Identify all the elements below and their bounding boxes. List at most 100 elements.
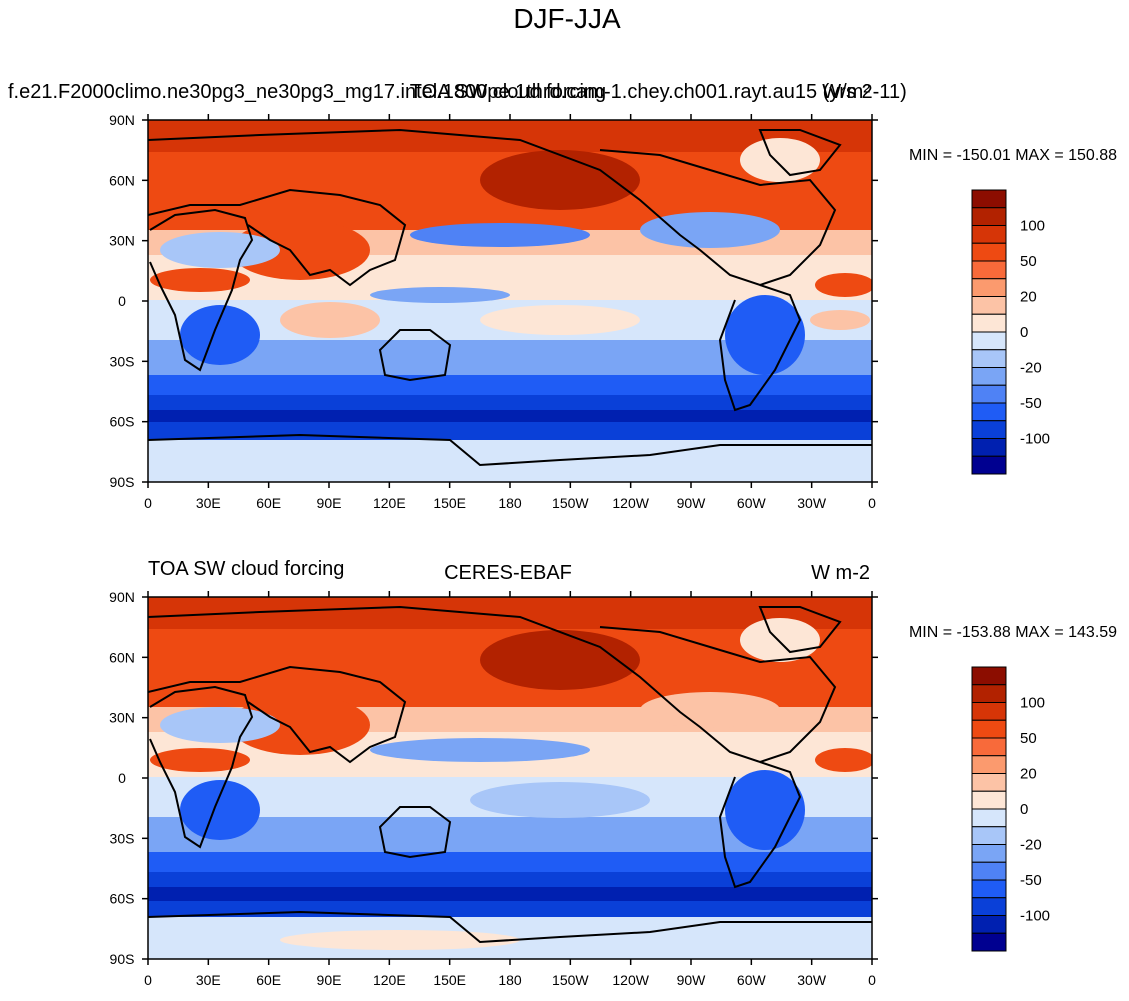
x-tick-label: 150W: [552, 972, 589, 988]
x-tick-label: 0: [144, 495, 152, 511]
x-tick-label: 60E: [256, 972, 281, 988]
y-tick-label: 30N: [109, 710, 135, 726]
colorbar-label: -100: [1020, 908, 1050, 925]
x-tick-label: 120E: [373, 495, 406, 511]
colorbar-swatch: [971, 826, 1007, 845]
colorbar-swatch: [971, 331, 1007, 351]
colorbar-swatch: [971, 737, 1007, 757]
colorbar-swatch: [971, 296, 1007, 315]
x-tick-label: 90W: [677, 495, 707, 511]
y-tick-label: 90N: [109, 112, 135, 128]
colorbar-label: 0: [1020, 801, 1028, 818]
map-field: [148, 597, 872, 959]
x-tick-label: 120W: [612, 495, 649, 511]
colorbar-label: 100: [1020, 218, 1045, 235]
x-tick-label: 150E: [433, 972, 466, 988]
colorbar-label: 20: [1020, 289, 1037, 306]
colorbar-label: 20: [1020, 766, 1037, 783]
x-tick-label: 30E: [196, 495, 221, 511]
colorbar-swatch: [971, 702, 1007, 721]
colorbar: 100 50 20 0 -20 -50 -100: [971, 189, 1050, 475]
colorbar-swatch: [971, 438, 1007, 457]
colorbar-swatch: [971, 420, 1007, 439]
y-tick-label: 30N: [109, 233, 135, 249]
x-tick-label: 30E: [196, 972, 221, 988]
x-tick-label: 90W: [677, 972, 707, 988]
colorbar-label: -50: [1020, 395, 1042, 412]
x-tick-label: 180: [498, 495, 522, 511]
colorbar-swatch: [971, 861, 1007, 881]
colorbar-swatch: [971, 790, 1007, 810]
colorbar-swatch: [971, 225, 1007, 244]
axis-ticks: 0 30E 60E 90E 120E 150E 180 150W 120W 90W 60W 30W 09…: [109, 112, 878, 511]
colorbar-label: -100: [1020, 431, 1050, 448]
figure-title: DJF-JJA: [513, 3, 621, 34]
colorbar-swatch: [971, 189, 1007, 209]
colorbar-swatch: [971, 278, 1007, 297]
x-tick-label: 60W: [737, 972, 767, 988]
colorbar-swatch: [971, 242, 1007, 262]
minmax-label: MIN = -150.01 MAX = 150.88: [909, 147, 1117, 164]
y-tick-label: 0: [118, 293, 126, 309]
y-tick-label: 30S: [110, 353, 135, 369]
x-tick-label: 30W: [797, 972, 827, 988]
colorbar-swatch: [971, 402, 1007, 422]
y-tick-label: 60N: [109, 649, 135, 665]
colorbar-swatch: [971, 719, 1007, 739]
colorbar-label: -20: [1020, 837, 1042, 854]
colorbar-label: 0: [1020, 324, 1028, 341]
colorbar-swatch: [971, 384, 1007, 404]
colorbar-swatch: [971, 897, 1007, 916]
panel-center-title: CERES-EBAF: [444, 562, 572, 584]
y-tick-label: 60S: [110, 414, 135, 430]
colorbar-label: 50: [1020, 730, 1037, 747]
colorbar-swatch: [971, 915, 1007, 934]
colorbar-swatch: [971, 349, 1007, 368]
coastlines: [148, 128, 872, 467]
x-tick-label: 120E: [373, 972, 406, 988]
colorbar-label: 50: [1020, 253, 1037, 270]
colorbar-swatch: [971, 313, 1007, 333]
colorbar-swatch: [971, 773, 1007, 792]
x-tick-label: 0: [868, 495, 876, 511]
colorbar-label: 100: [1020, 695, 1045, 712]
y-tick-label: 0: [118, 770, 126, 786]
coastlines: [148, 605, 872, 944]
y-tick-label: 60S: [110, 891, 135, 907]
colorbar-swatch: [971, 755, 1007, 774]
colorbar-swatch: [971, 879, 1007, 899]
x-tick-label: 90E: [317, 972, 342, 988]
x-tick-label: 30W: [797, 495, 827, 511]
colorbar-swatch: [971, 808, 1007, 828]
x-tick-label: 180: [498, 972, 522, 988]
x-tick-label: 0: [868, 972, 876, 988]
colorbar-label: -20: [1020, 360, 1042, 377]
y-tick-label: 30S: [110, 830, 135, 846]
panel-right-title: W m-2: [811, 562, 870, 584]
colorbar-label: -50: [1020, 872, 1042, 889]
colorbar-swatch: [971, 932, 1007, 952]
y-tick-label: 90S: [110, 474, 135, 490]
colorbar-swatch: [971, 207, 1007, 226]
y-tick-label: 90S: [110, 951, 135, 967]
colorbar-swatch: [971, 666, 1007, 686]
x-tick-label: 150W: [552, 495, 589, 511]
panel-model: f.e21.F2000climo.ne30pg3_ne30pg3_mg17.in…: [8, 81, 1117, 511]
colorbar-swatch: [971, 844, 1007, 863]
x-tick-label: 120W: [612, 972, 649, 988]
x-tick-label: 60W: [737, 495, 767, 511]
panel-right-title: W/m²: [822, 81, 870, 103]
panel-left-title: TOA SW cloud forcing: [148, 558, 344, 580]
colorbar-swatch: [971, 367, 1007, 386]
panel-observations: TOA SW cloud forcing CERES-EBAF W m-2: [109, 558, 1117, 988]
minmax-label: MIN = -153.88 MAX = 143.59: [909, 624, 1117, 641]
x-tick-label: 60E: [256, 495, 281, 511]
y-tick-label: 60N: [109, 172, 135, 188]
x-tick-label: 0: [144, 972, 152, 988]
colorbar-swatch: [971, 455, 1007, 475]
panel-left-title: f.e21.F2000climo.ne30pg3_ne30pg3_mg17.in…: [8, 81, 907, 103]
map-field: [148, 120, 872, 482]
colorbar-swatch: [971, 260, 1007, 280]
x-tick-label: 150E: [433, 495, 466, 511]
x-tick-label: 90E: [317, 495, 342, 511]
